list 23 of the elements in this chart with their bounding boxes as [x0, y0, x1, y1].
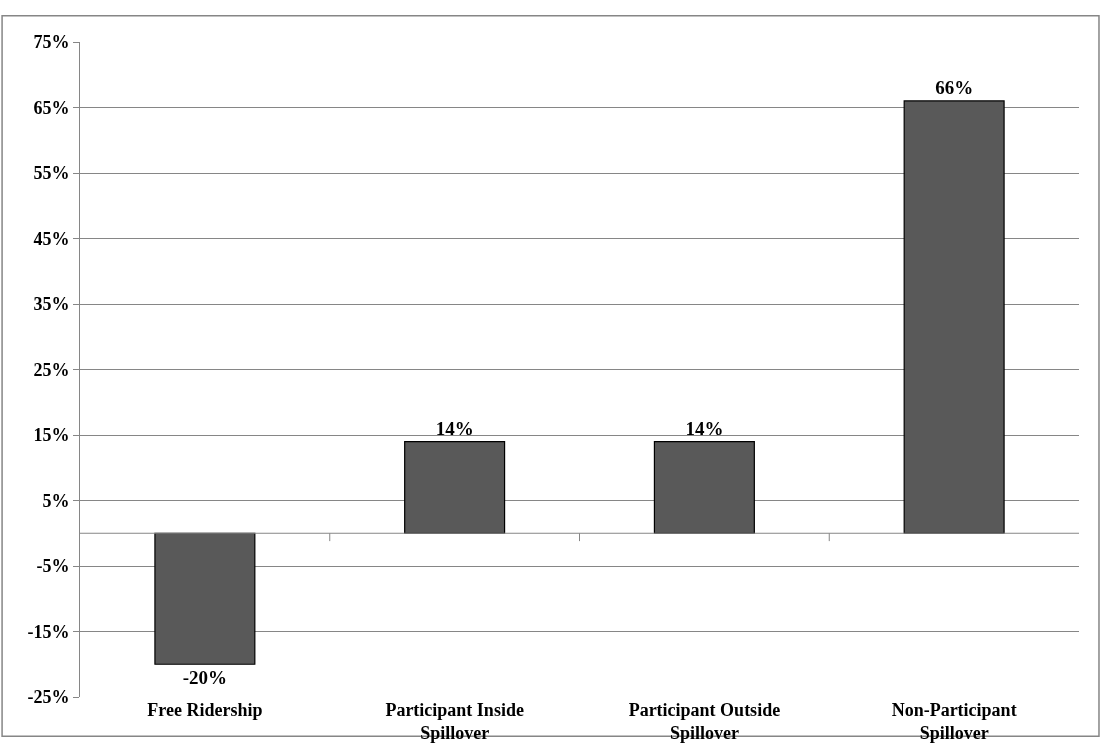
y-tick-label: 45%: [33, 228, 70, 249]
bar: [404, 440, 506, 534]
y-tick-label: 75%: [33, 32, 70, 53]
x-tick-label: Free Ridership: [147, 700, 263, 720]
y-tick-label: -25%: [27, 687, 70, 708]
data-label: -20%: [182, 667, 228, 689]
data-label: 14%: [685, 417, 724, 439]
y-tick-label: 25%: [33, 359, 70, 380]
x-tick-label: Participant Outside Spillover: [628, 700, 781, 744]
data-label: 14%: [435, 417, 474, 439]
data-label: 66%: [935, 76, 974, 98]
y-tick-label: 65%: [33, 97, 70, 118]
bar: [154, 532, 256, 665]
y-tick-label: 5%: [42, 490, 70, 511]
bar: [903, 100, 1005, 534]
x-tick-label: Non-Participant Spillover: [891, 700, 1017, 744]
y-tick-label: 15%: [33, 425, 70, 446]
bar: [653, 440, 755, 534]
y-tick-label: 55%: [33, 163, 70, 184]
y-tick-label: -5%: [36, 556, 70, 577]
y-tick-label: -15%: [27, 621, 70, 642]
x-tick-label: Participant Inside Spillover: [385, 700, 524, 744]
y-tick-label: 35%: [33, 294, 70, 315]
